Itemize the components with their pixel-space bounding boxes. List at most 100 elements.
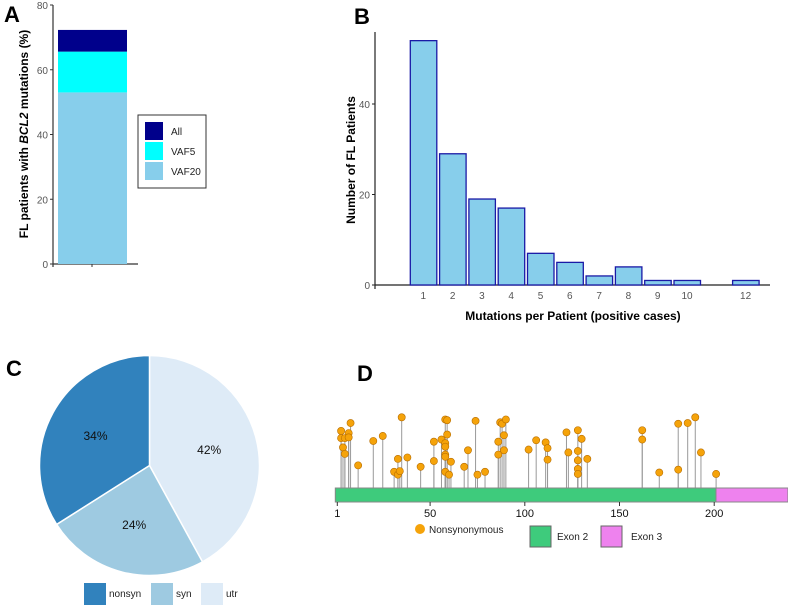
mutation-dot [691, 413, 700, 422]
panel-label-c: C [6, 356, 22, 381]
mutation-dot [441, 452, 450, 461]
x-tick-label: 5 [538, 291, 544, 302]
pie-slice-syn [55, 464, 204, 577]
bar-6 [556, 261, 584, 286]
mutation-dot [524, 445, 533, 454]
x-tick-label: 9 [655, 291, 661, 302]
legend-swatch-exon-2 [529, 525, 552, 548]
bar-1 [409, 40, 438, 286]
panel-b-ylabel: Number of FL Patients [344, 96, 358, 224]
mutation-dot [344, 433, 353, 442]
bar-segment-all [58, 29, 127, 52]
mutation-dot [394, 455, 402, 463]
x-tick-label: 10 [681, 291, 693, 302]
x-tick-label: 100 [516, 508, 534, 520]
x-tick-label: 2 [450, 291, 456, 302]
legend-swatch-utr [201, 583, 223, 605]
legend-swatch-vaf20 [145, 162, 163, 180]
bar-10 [673, 279, 702, 286]
bar-3 [468, 198, 497, 286]
mutation-dot [445, 470, 453, 479]
panel-c-pie: 42% 24% 34% nonsyn syn utr [38, 354, 261, 605]
mutation-dot [346, 419, 355, 427]
panel-a-ylabel: FL patients with BCL2 mutations (%) [17, 30, 31, 238]
legend-label-nonsyn: nonsyn [109, 589, 141, 600]
bar-7 [585, 275, 614, 286]
x-tick-label: 150 [610, 508, 628, 520]
exon-bar-3 [715, 487, 788, 503]
mutation-dot [543, 444, 552, 453]
mutation-dot [712, 470, 720, 478]
mutation-dot [460, 462, 469, 471]
mutation-dot [369, 437, 378, 445]
mutation-dot [337, 427, 345, 435]
legend-label-all: All [171, 127, 182, 138]
mutation-dot [638, 435, 647, 444]
y-tick-label: 40 [359, 100, 371, 111]
x-tick-label: 1 [421, 291, 427, 302]
mutation-dot [562, 428, 571, 437]
mutation-dot [471, 417, 480, 425]
mutation-dot [354, 461, 363, 470]
mutation-dot [441, 442, 450, 451]
panel-b-histogram: Number of FL Patients Mutations per Pati… [344, 32, 770, 323]
mutation-dot [416, 462, 425, 471]
legend-swatch-all [145, 122, 163, 140]
mutation-dot [638, 426, 647, 435]
legend-label-vaf20: VAF20 [171, 167, 201, 178]
mutation-dot [573, 456, 582, 465]
mutation-dot [532, 436, 541, 445]
x-tick-label: 12 [740, 291, 752, 302]
mutation-dot [378, 432, 387, 440]
exon-bar-2 [334, 487, 719, 503]
bar-5 [526, 252, 555, 286]
legend-label-exon-2: Exon 2 [557, 532, 589, 543]
mutation-dot [543, 455, 552, 464]
pie-label-utr: 42% [197, 443, 221, 457]
legend-swatch-vaf5 [145, 142, 163, 160]
mutation-dot [573, 426, 582, 435]
x-tick-label: 8 [626, 291, 632, 302]
y-tick-label: 0 [364, 281, 370, 292]
pie-label-nonsyn: 34% [84, 429, 108, 443]
x-tick-label: 50 [424, 508, 436, 520]
mutation-dot [501, 415, 510, 424]
panel-label-a: A [4, 2, 20, 27]
x-tick-label: 200 [705, 508, 723, 520]
mutation-dot [397, 413, 406, 422]
mutation-dot [429, 457, 438, 465]
x-tick-label: 6 [567, 291, 573, 302]
y-tick-label: 80 [37, 1, 49, 12]
mutation-dot [443, 416, 452, 425]
legend-mutation-dot [415, 524, 425, 534]
mutation-dot [683, 419, 692, 427]
pie-slice-utr [148, 354, 261, 563]
legend-label-vaf5: VAF5 [171, 147, 196, 158]
bar-9 [644, 279, 672, 286]
mutation-dot [481, 467, 489, 476]
x-tick-label: 4 [508, 291, 514, 302]
mutation-dot [464, 446, 472, 455]
mutation-dot [577, 434, 586, 443]
y-tick-label: 60 [37, 66, 49, 77]
x-tick-label: 3 [479, 291, 485, 302]
y-tick-label: 0 [42, 260, 48, 271]
pie-slice-nonsyn [38, 354, 151, 526]
mutation-dot [500, 431, 508, 440]
mutation-dot [473, 470, 482, 479]
legend-label-utr: utr [226, 589, 238, 600]
bar-12 [731, 279, 760, 286]
mutation-dot [674, 465, 683, 474]
bar-8 [614, 266, 643, 286]
mutation-dot [494, 450, 503, 459]
panel-label-b: B [354, 4, 370, 29]
pie-label-syn: 24% [122, 518, 146, 532]
mutation-dot [395, 467, 404, 475]
panel-b-xlabel: Mutations per Patient (positive cases) [465, 309, 680, 323]
y-tick-label: 40 [37, 131, 49, 142]
mutation-dot [340, 449, 349, 458]
mutation-dot [573, 470, 582, 478]
mutation-dot [573, 447, 582, 455]
